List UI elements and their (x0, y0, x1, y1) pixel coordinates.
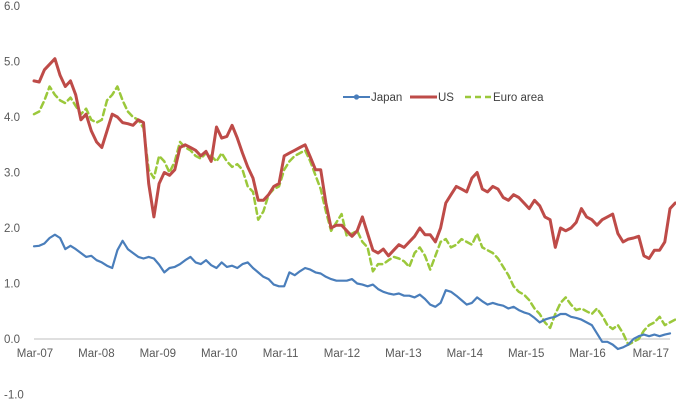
x-tick-label: Mar-16 (569, 348, 605, 360)
y-tick-label: 6.0 (4, 1, 20, 13)
x-tick-label: Mar-11 (263, 348, 299, 360)
x-axis-tick-labels: Mar-07 Mar-08 Mar-09 Mar-10 Mar-11 Mar-12 Mar-… (17, 348, 669, 360)
series-lines (32, 57, 676, 351)
legend-label-japan: Japan (371, 92, 402, 104)
legend-label-euro-area: Euro area (493, 92, 544, 104)
x-tick-label: Mar-14 (447, 348, 484, 360)
x-tick-label: Mar-13 (385, 348, 421, 360)
x-tick-label: Mar-09 (140, 348, 176, 360)
y-tick-label: 1.0 (4, 279, 20, 291)
series-line-japan (32, 233, 672, 351)
y-axis-tick-labels: -1.0 0.0 1.0 2.0 3.0 4.0 5.0 6.0 (4, 1, 24, 402)
y-tick-label: 5.0 (4, 57, 20, 69)
y-tick-label: 0.0 (4, 334, 20, 346)
legend-label-us: US (438, 92, 454, 104)
y-tick-label: -1.0 (4, 390, 24, 402)
series-line-us (32, 57, 676, 260)
y-tick-label: 4.0 (4, 112, 20, 124)
x-tick-label: Mar-15 (508, 348, 544, 360)
x-tick-label: Mar-08 (78, 348, 114, 360)
legend: Japan US Euro area (343, 92, 544, 104)
x-tick-label: Mar-07 (17, 348, 53, 360)
x-tick-label: Mar-17 (633, 348, 669, 360)
y-tick-label: 3.0 (4, 168, 20, 180)
x-tick-label: Mar-10 (201, 348, 237, 360)
legend-marker-japan (353, 94, 360, 100)
y-tick-label: 2.0 (4, 223, 20, 235)
x-tick-label: Mar-12 (324, 348, 360, 360)
